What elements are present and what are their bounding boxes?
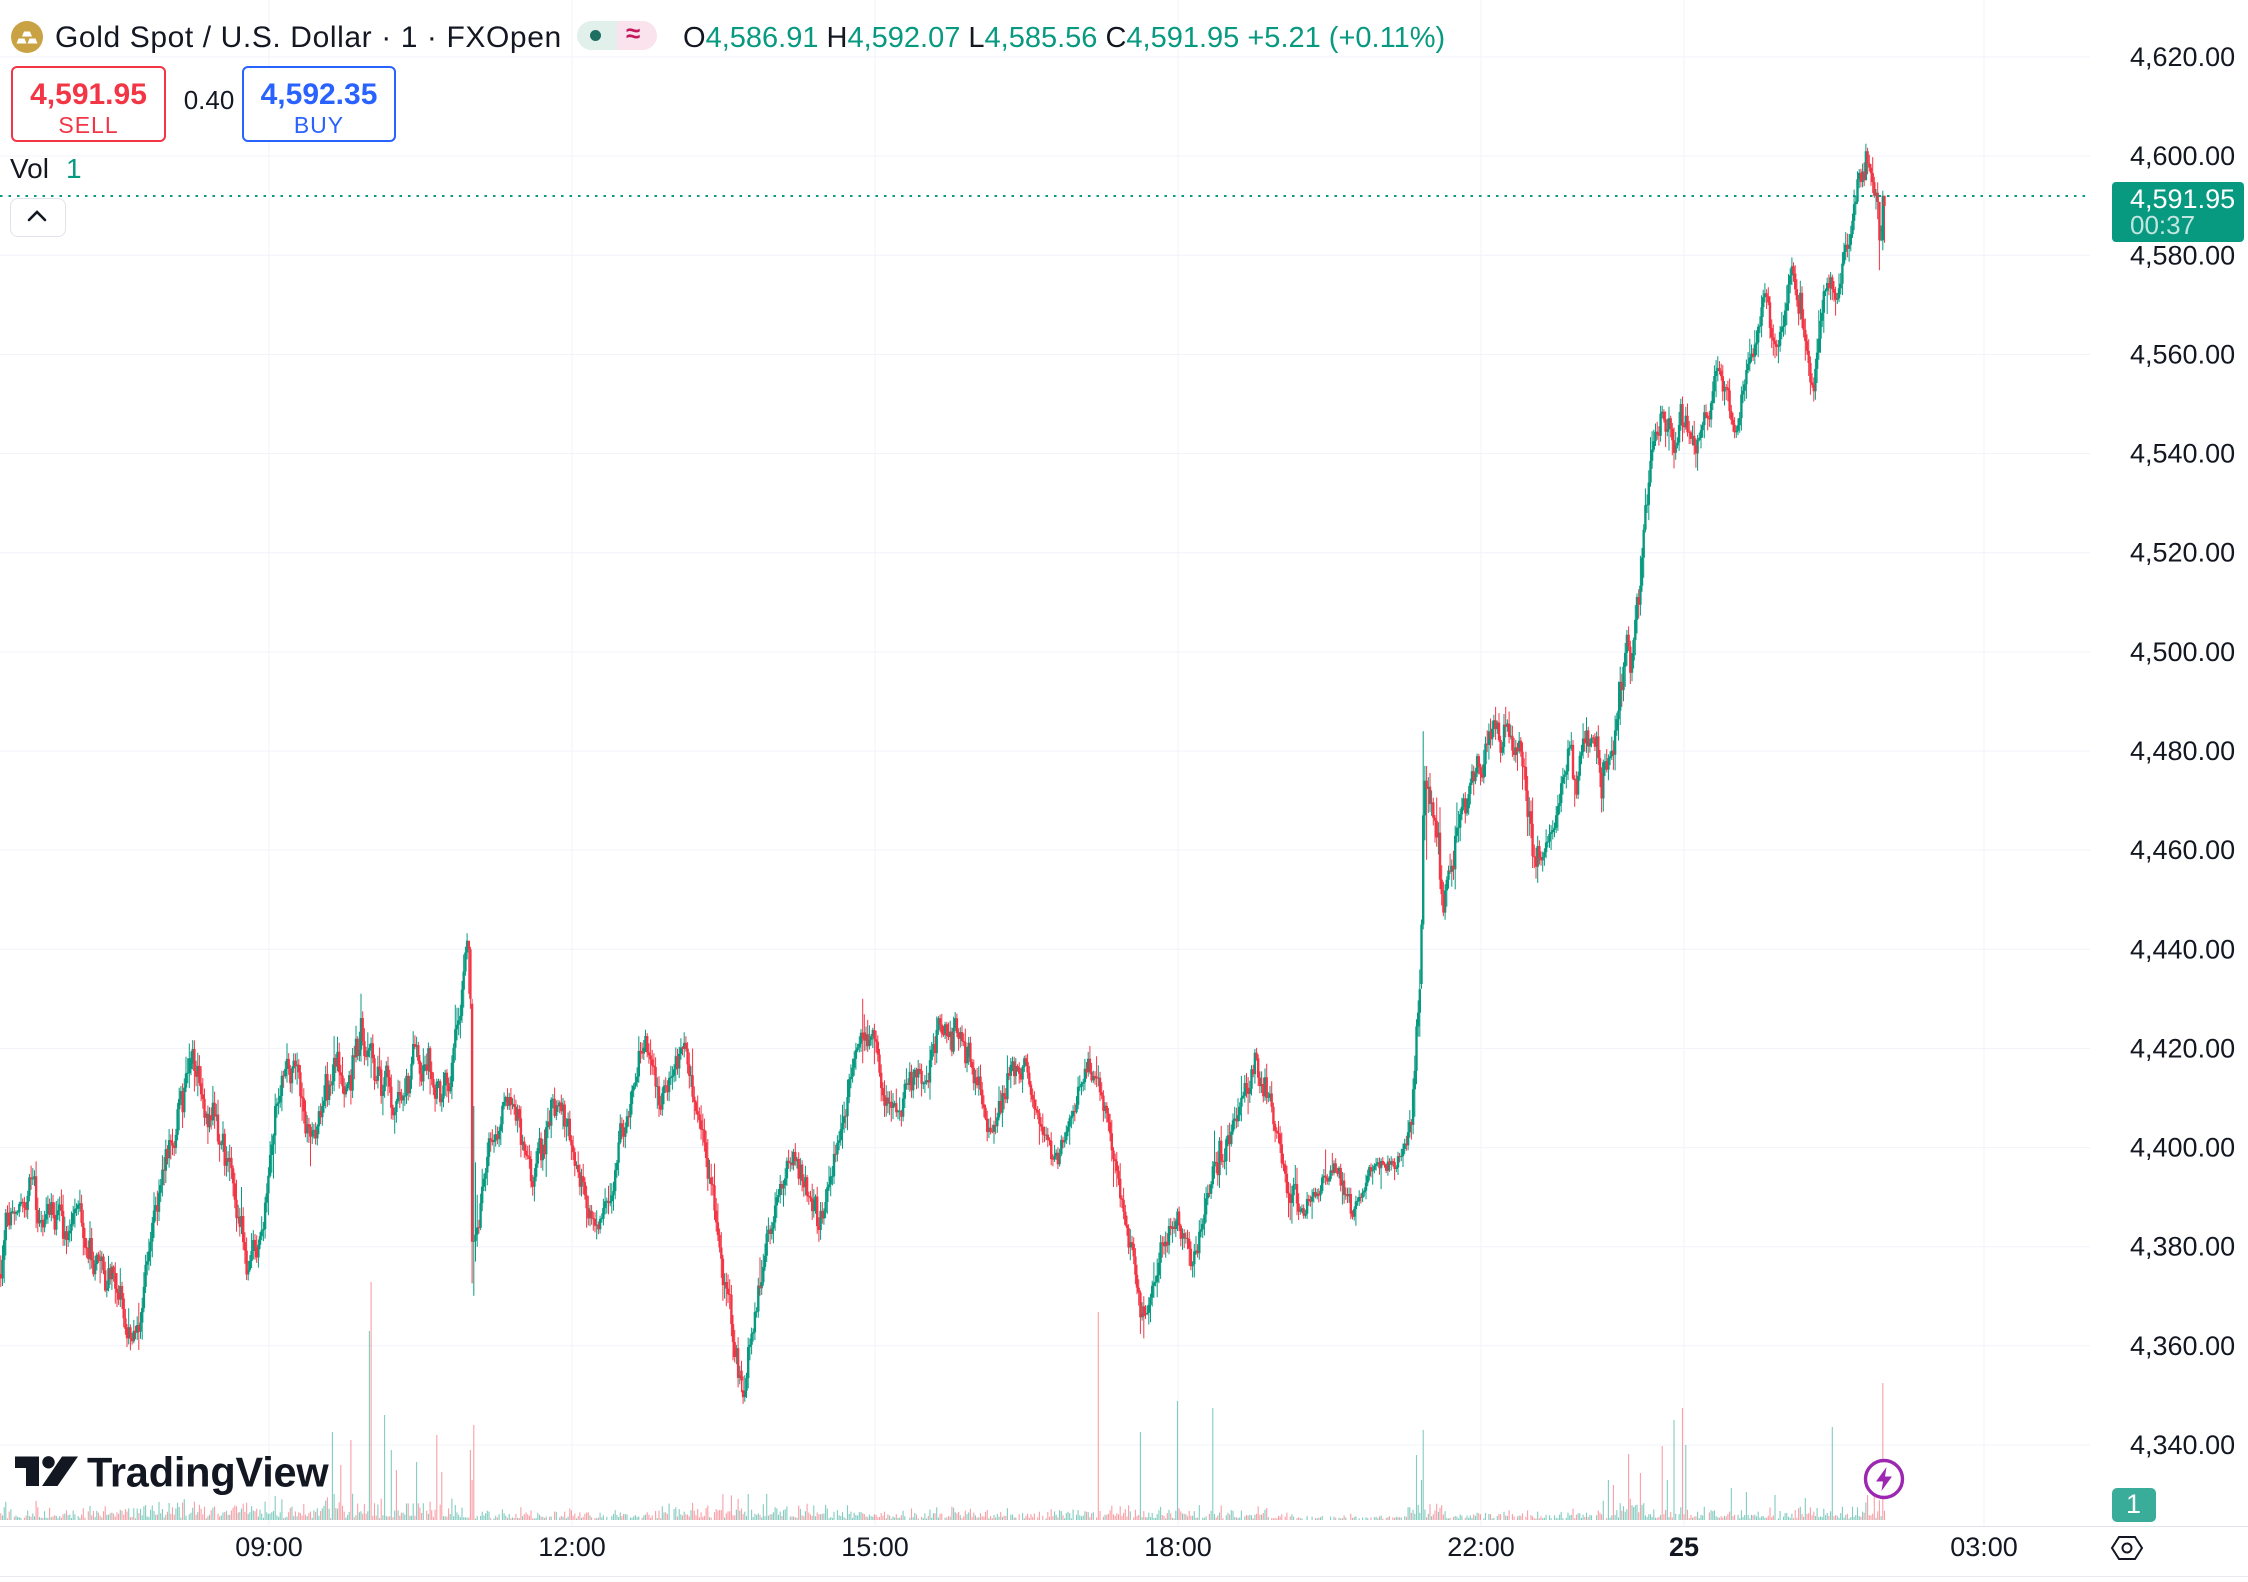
svg-text:22:00: 22:00 [1447,1532,1515,1562]
svg-text:4,480.00: 4,480.00 [2130,736,2235,766]
svg-text:4,620.00: 4,620.00 [2130,42,2235,72]
svg-text:12:00: 12:00 [538,1532,606,1562]
svg-text:00:37: 00:37 [2130,210,2195,240]
svg-text:4,520.00: 4,520.00 [2130,538,2235,568]
svg-text:4,440.00: 4,440.00 [2130,934,2235,964]
svg-text:4,560.00: 4,560.00 [2130,339,2235,369]
svg-text:4,460.00: 4,460.00 [2130,835,2235,865]
svg-text:4,500.00: 4,500.00 [2130,637,2235,667]
svg-text:1: 1 [2126,1489,2141,1519]
svg-text:4,580.00: 4,580.00 [2130,240,2235,270]
svg-text:4,600.00: 4,600.00 [2130,141,2235,171]
svg-text:18:00: 18:00 [1144,1532,1212,1562]
svg-text:4,540.00: 4,540.00 [2130,439,2235,469]
svg-text:09:00: 09:00 [235,1532,303,1562]
svg-text:03:00: 03:00 [1950,1532,2018,1562]
svg-text:4,340.00: 4,340.00 [2130,1430,2235,1460]
svg-text:4,380.00: 4,380.00 [2130,1232,2235,1262]
svg-text:4,591.95: 4,591.95 [2130,184,2235,214]
svg-text:4,400.00: 4,400.00 [2130,1133,2235,1163]
svg-text:4,360.00: 4,360.00 [2130,1331,2235,1361]
svg-text:TradingView: TradingView [87,1449,329,1496]
svg-text:25: 25 [1669,1532,1699,1562]
svg-text:15:00: 15:00 [841,1532,909,1562]
svg-text:4,420.00: 4,420.00 [2130,1033,2235,1063]
